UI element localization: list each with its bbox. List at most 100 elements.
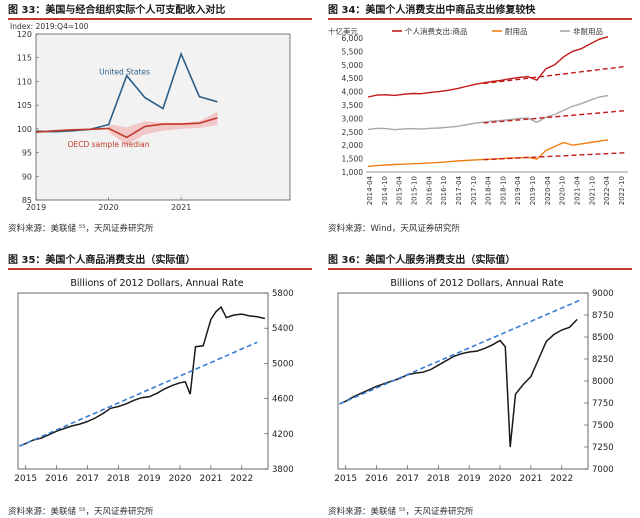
y-tick-label: 120 [17,30,32,39]
figure-label: 图 36： [328,255,366,266]
figure-title: 美国个人服务消费支出（实际值） [365,255,516,266]
x-tick-label: 2014-10 [381,176,389,205]
chart-36: Billions of 2012 Dollars, Annual Rate 700… [334,278,614,484]
y-tick-label: 105 [17,101,32,110]
x-tick-label: 2021 [171,203,191,212]
x-tick-label: 2019-04 [514,175,522,205]
figure-title: 美国个人商品消费支出（实际值） [45,255,196,266]
y-tick-label: 5800 [272,289,294,299]
x-tick-label: 2016-10 [440,176,448,205]
y-tick-label: 110 [17,77,32,86]
y-tick-label: 115 [17,54,32,63]
y-tick-label: 7000 [592,465,614,475]
panel-title: 图 33：美国与经合组织实际个人可支配收入对比 [8,4,225,18]
y-tick-label: 8500 [592,333,614,343]
y-tick-label: 3800 [272,465,294,475]
y-tick-label: 100 [17,125,32,134]
x-tick-label: 2016-04 [425,175,433,205]
x-tick-label: 2020-10 [559,176,567,205]
y-tick-label: 3,500 [342,101,364,110]
x-tick-label: 2018-10 [499,176,507,205]
y-tick-label: 5,500 [342,47,364,56]
trend-line [339,299,581,405]
y-tick-label: 7750 [592,399,614,409]
us-series-line [35,51,218,133]
goods-series-line [367,36,609,98]
y-tick-label: 4600 [272,395,294,405]
x-tick-label: 2017-10 [470,176,478,205]
figure-label: 图 33： [8,5,46,16]
y-tick-label: 7250 [592,443,614,453]
plot-area [35,33,291,201]
y-tick-label: 7500 [592,421,614,431]
x-tick-label: 2022 [230,474,253,484]
y-tick-label: 8250 [592,355,614,365]
x-tick-label: 2014-04 [366,175,374,205]
title-rule [328,18,632,20]
x-tick-label: 2022-04 [603,175,611,205]
source-note: 资料来源：Wind，天风证券研究所 [328,224,460,234]
nondurables-series-line [367,94,609,131]
y-tick-label: 85 [22,196,32,205]
unit-label: 十亿美元 [328,26,358,36]
x-tick-label: 2018-04 [485,175,493,205]
title-rule [328,268,632,270]
y-tick-label: 9000 [592,289,614,299]
panel-33: 图 33：美国与经合组织实际个人可支配收入对比 Index: 2019:Q4=1… [0,0,320,259]
plot-frame [17,292,269,470]
source-note: 资料来源：美联储 ⁵⁵，天风证券研究所 [328,507,474,517]
panel-36: 图 36：美国个人服务消费支出（实际值） Billions of 2012 Do… [320,255,640,518]
actual-series-line [339,318,578,448]
panel-title: 图 36：美国个人服务消费支出（实际值） [328,254,515,268]
panel-title: 图 34：美国个人消费支出中商品支出修复较快 [328,4,535,18]
x-tick-label: 2022 [550,474,573,484]
y-tick-label: 3,000 [342,114,364,123]
x-tick-label: 2018 [427,474,450,484]
y-tick-label: 8750 [592,311,614,321]
x-tick-label: 2018 [107,474,130,484]
y-tick-label: 1,000 [342,168,364,177]
panel-title: 图 35：美国个人商品消费支出（实际值） [8,254,195,268]
legend-durables: 耐用品 [505,26,528,36]
chart-34: 十亿美元 1,000 1,500 2,000 2,500 3,000 3,500 4,000 4… [328,26,628,205]
x-tick-label: 2020-04 [544,175,552,205]
x-tick-label: 2019 [458,474,481,484]
figure-title: 美国与经合组织实际个人可支配收入对比 [45,5,226,16]
y-tick-label: 4200 [272,430,294,440]
y-tick-label: 6,000 [342,34,364,43]
legend-goods: 个人消费支出:商品 [405,26,468,36]
legend-oecd: OECD sample median [68,140,150,149]
x-tick-label: 2015 [334,474,357,484]
plot-frame [337,292,589,470]
panel-35: 图 35：美国个人商品消费支出（实际值） Billions of 2012 Do… [0,255,320,518]
y-tick-label: 90 [22,172,32,181]
x-tick-label: 2020 [169,474,192,484]
y-tick-label: 5400 [272,324,294,334]
legend-us: United States [99,67,150,76]
figure-label: 图 35： [8,255,46,266]
y-tick-label: 5,000 [342,61,364,70]
x-tick-label: 2021 [199,474,222,484]
x-tick-label: 2017 [396,474,419,484]
x-tick-label: 2017-04 [455,175,463,205]
figure-label: 图 34： [328,5,366,16]
x-tick-label: 2019-10 [529,176,537,205]
figure-title: 美国个人消费支出中商品支出修复较快 [365,5,536,16]
x-tick-label: 2021-04 [574,175,582,205]
nondurables-trend-line [483,109,627,124]
y-tick-label: 2,500 [342,128,364,137]
y-tick-label: 95 [22,149,32,158]
y-tick-label: 1,500 [342,155,364,164]
x-tick-label: 2021 [519,474,542,484]
oecd-series-line [35,117,218,139]
x-tick-label: 2019 [138,474,161,484]
actual-series-line [19,305,266,447]
x-tick-label: 2016 [45,474,68,484]
x-tick-label: 2015-10 [411,176,419,205]
y-tick-label: 5000 [272,359,294,369]
x-tick-label: 2019 [26,203,46,212]
x-tick-label: 2021-10 [588,176,596,205]
chart-title: Billions of 2012 Dollars, Annual Rate [70,278,243,289]
y-tick-label: 4,500 [342,74,364,83]
legend-nondurables: 非耐用品 [573,26,603,36]
